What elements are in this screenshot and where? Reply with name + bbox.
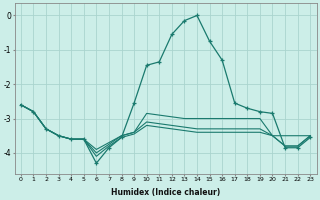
X-axis label: Humidex (Indice chaleur): Humidex (Indice chaleur) <box>111 188 220 197</box>
